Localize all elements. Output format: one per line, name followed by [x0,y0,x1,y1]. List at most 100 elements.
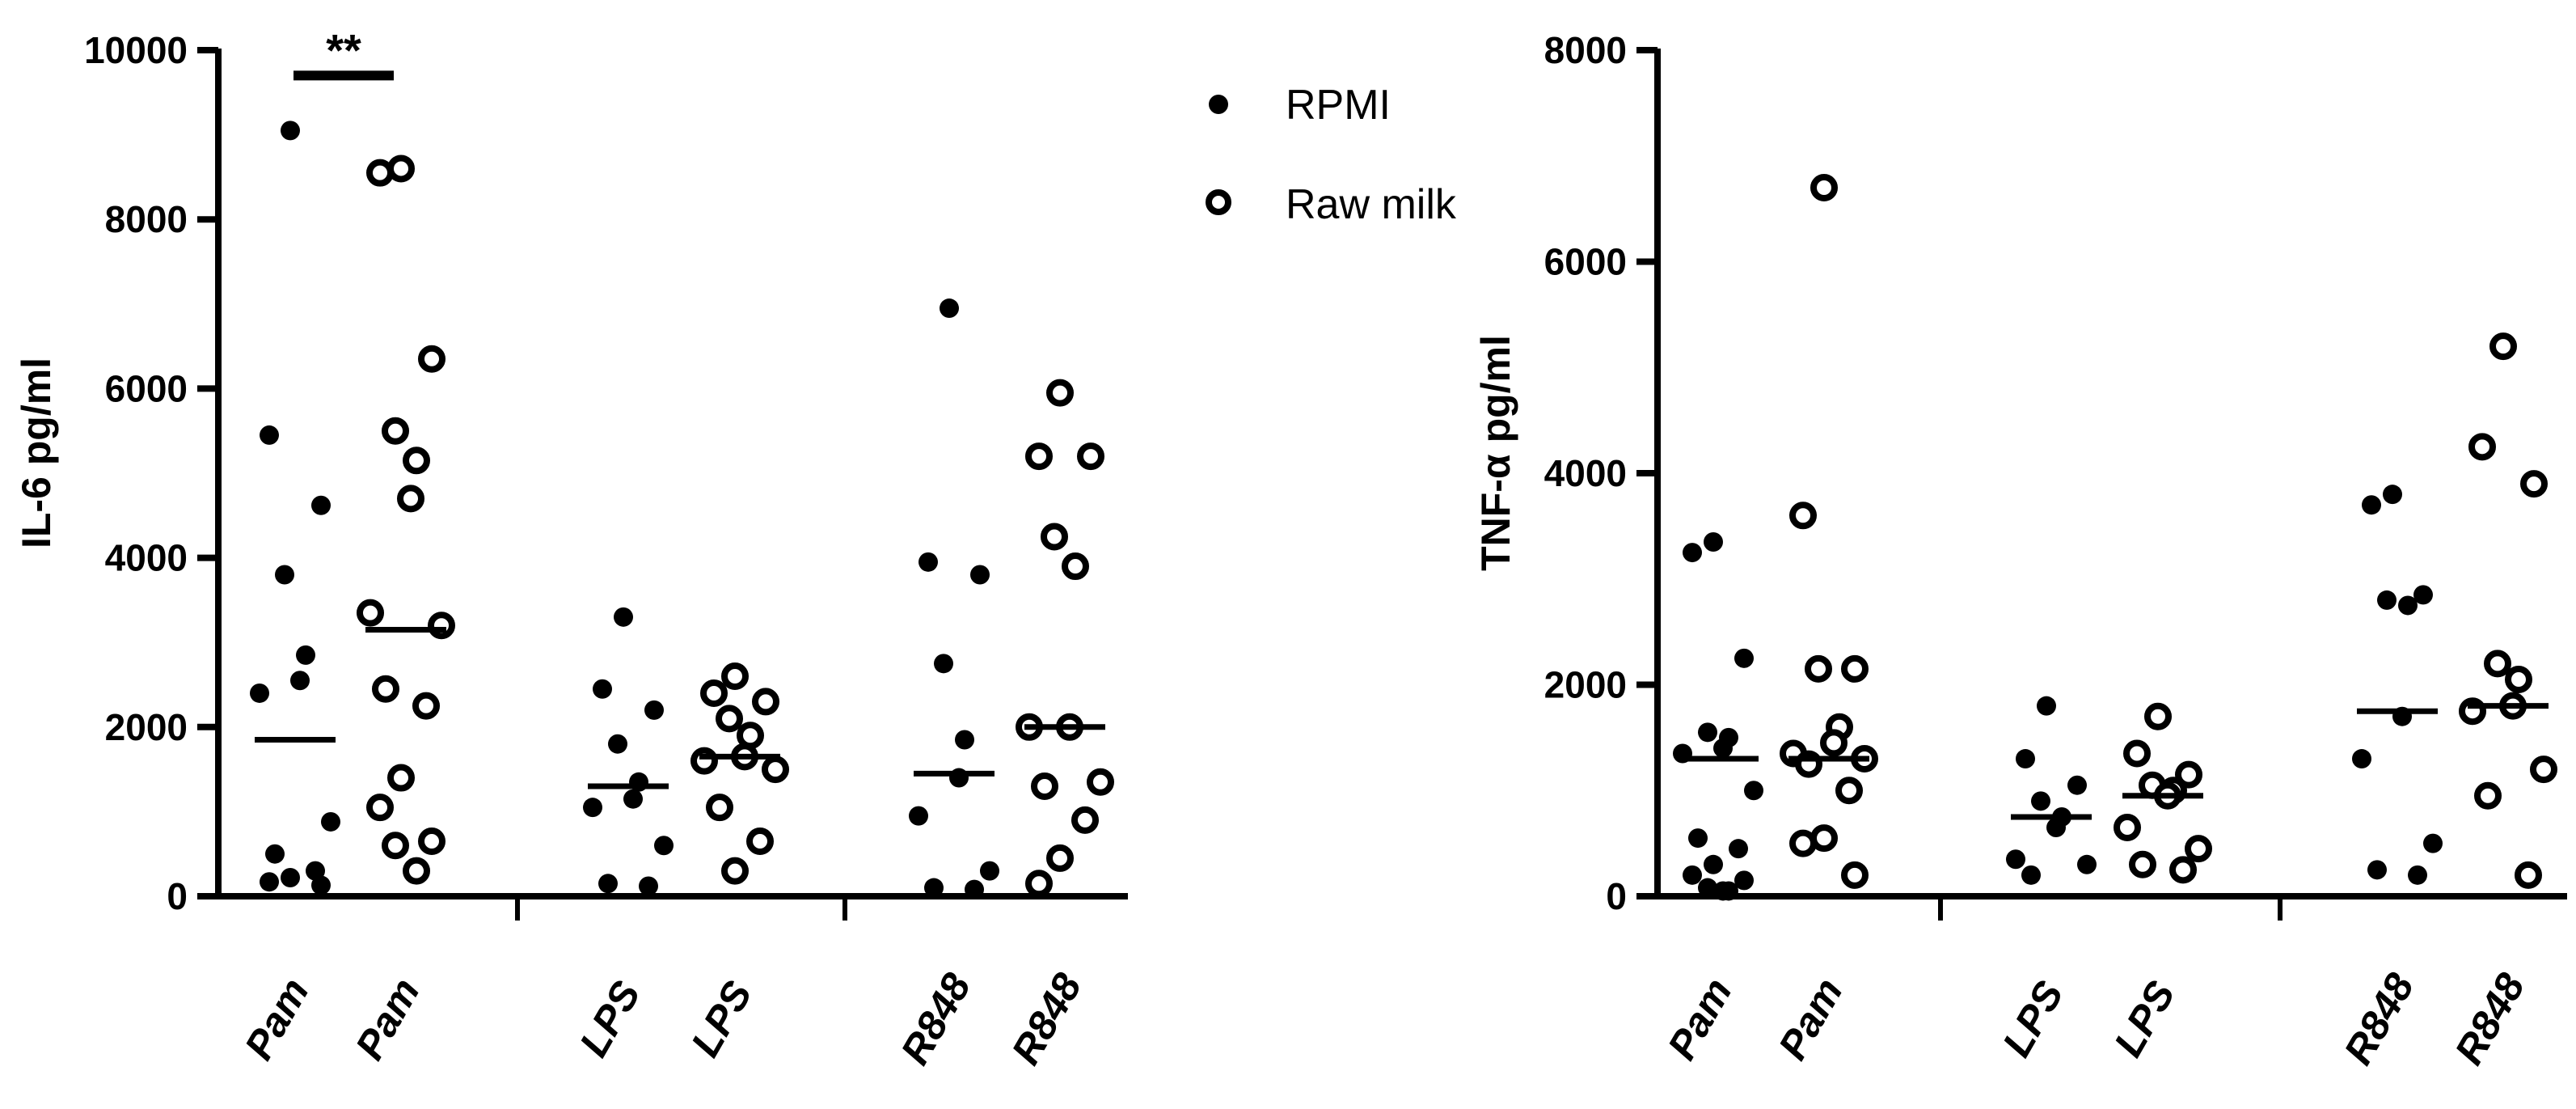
rpmi-point [623,789,643,809]
rpmi-point [2423,833,2443,853]
raw-milk-point [1841,654,1869,683]
raw-milk-point [2489,332,2517,361]
category-label: R848 [892,966,979,1073]
raw-milk-point [2169,856,2197,884]
rpmi-point [2398,595,2418,616]
y-tick-label: 4000 [1544,452,1627,494]
rpmi-point [934,654,953,674]
y-tick-label: 0 [1606,875,1627,917]
raw-milk-point [1805,654,1832,683]
raw-milk-point [746,828,774,856]
category-label: LPS [1994,973,2072,1064]
raw-milk-point [700,679,728,707]
raw-milk-point [2129,850,2156,878]
category-label: R848 [2335,966,2422,1073]
raw-milk-point [382,417,409,445]
raw-milk-point [372,675,399,703]
rpmi-point [2046,818,2066,838]
raw-milk-point [2144,702,2172,730]
rpmi-point [275,565,294,585]
y-tick-label: 0 [167,875,188,917]
legend-rawmilk-marker [1206,189,1231,215]
raw-milk-point [403,857,430,885]
rpmi-point [909,806,928,826]
raw-milk-point [1789,829,1817,857]
rpmi-point [1698,722,1717,743]
rpmi-point [2016,749,2035,769]
rpmi-point [2352,749,2371,769]
rpmi-point [260,872,279,892]
raw-milk-point [2505,665,2532,693]
raw-milk-point [2515,861,2542,889]
rpmi-point [2362,495,2381,515]
rpmi-point [2006,849,2025,870]
raw-milk-point [1031,772,1058,801]
rpmi-point [1688,828,1708,849]
rpmi-point [296,645,315,665]
rpmi-point [593,679,612,699]
raw-milk-point [366,159,394,187]
rpmi-point [1713,881,1733,901]
legend-rawmilk-label: Raw milk [1286,181,1457,228]
y-tick-label: 6000 [1544,241,1627,283]
legend-rpmi-label: RPMI [1286,82,1391,129]
raw-milk-point [1789,502,1817,530]
raw-milk-point [2484,650,2511,678]
rpmi-point [1683,865,1702,885]
rpmi-point [311,875,331,895]
rpmi-point [1704,854,1723,874]
rpmi-point [1698,878,1717,898]
rpmi-point [281,121,300,141]
tnf-chart: 0 2000 4000 6000 8000 TNF-α pg/ml Pam Pam LPS LPS… [1473,29,2567,1072]
rpmi-point [614,607,633,627]
category-label: R848 [2446,966,2533,1073]
rpmi-point [1683,543,1702,563]
raw-milk-point [1062,552,1089,581]
rpmi-point [1744,781,1763,801]
category-label: R848 [1003,966,1090,1073]
category-label: LPS [2105,973,2184,1064]
rpmi-point [965,879,984,899]
raw-milk-point [737,722,764,750]
rpmi-point [644,700,664,720]
rpmi-point [924,878,944,898]
category-label: LPS [682,973,761,1064]
legend: RPMI Raw milk [1206,82,1457,228]
rpmi-point [970,565,990,585]
rpmi-point [2031,791,2050,811]
raw-milk-point [428,612,455,640]
y-tick-label: 10000 [84,29,188,71]
raw-milk-point [1820,729,1848,757]
raw-milk-point [1841,861,1869,889]
rpmi-point [980,861,999,881]
rpmi-point [598,874,618,894]
raw-milk-point [752,688,779,716]
raw-milk-point [2530,756,2557,784]
rpmi-point [2408,865,2427,885]
rpmi-point [1734,648,1754,668]
raw-milk-point [2468,433,2496,461]
raw-milk-point [1025,870,1053,898]
y-tick-label: 8000 [105,198,188,240]
rpmi-point [639,876,658,896]
raw-milk-point [706,794,733,822]
raw-milk-point [418,828,446,856]
rpmi-point [2413,585,2433,605]
rpmi-point [321,811,340,832]
y-tick-label: 4000 [105,537,188,579]
rpmi-point [2077,854,2097,874]
rpmi-point [250,683,269,703]
raw-milk-point [357,599,384,627]
raw-milk-point [721,662,749,691]
raw-milk-point [762,756,789,784]
raw-milk-point [418,345,446,373]
il6-chart: 0 2000 4000 6000 8000 10000 IL-6 pg/ml Pam Pam LP… [14,24,1128,1072]
y-tick-label: 2000 [1544,664,1627,706]
category-label: Pam [347,971,429,1067]
rpmi-point [2037,696,2056,716]
rpmi-point [2377,590,2397,610]
raw-milk-point [397,485,424,513]
raw-milk-point [387,154,415,183]
raw-milk-point [716,705,743,733]
rpmi-point [311,495,331,515]
